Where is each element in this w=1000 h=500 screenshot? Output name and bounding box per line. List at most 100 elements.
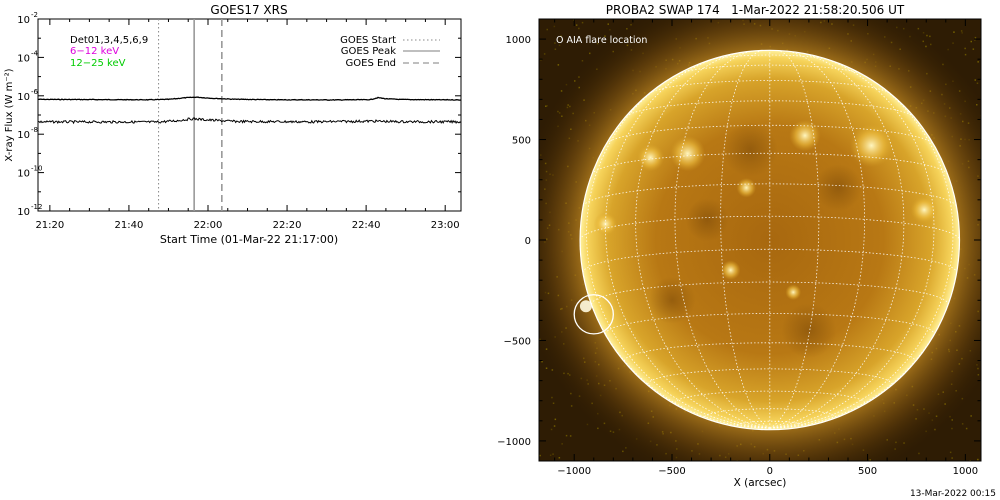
goes-event-markers (158, 19, 223, 211)
noise-speck (545, 105, 547, 107)
noise-speck (581, 21, 584, 24)
noise-speck (550, 428, 553, 431)
noise-speck (964, 47, 966, 50)
noise-speck (549, 454, 552, 456)
noise-speck (554, 418, 557, 421)
noise-speck (557, 64, 560, 66)
swap-y-tick-label: 1000 (506, 35, 531, 46)
swap-x-tick-label: 500 (858, 466, 877, 477)
dark-region (814, 164, 862, 212)
noise-speck (970, 415, 972, 417)
active-region (785, 284, 802, 301)
active-region (910, 196, 938, 224)
noise-speck (554, 48, 557, 50)
goes-y-tick-label: 10 (17, 207, 30, 218)
footer-timestamp: 13-Mar-2022 00:15 (910, 489, 996, 499)
noise-speck (961, 32, 963, 34)
dark-region (648, 276, 696, 324)
grid-parallel (649, 80, 891, 94)
grid-parallel (624, 342, 916, 362)
goes-x-tick-label: 22:20 (273, 220, 302, 231)
swap-y-tick-label: 500 (512, 136, 531, 147)
noise-speck (551, 396, 553, 399)
goes-y-tick-label: 10 (17, 169, 30, 180)
grid-parallel (678, 64, 862, 75)
grid-meridian (769, 54, 935, 429)
swap-x-tick-label: −1000 (557, 466, 591, 477)
noise-speck (581, 60, 584, 62)
noise-speck (545, 367, 548, 369)
grid-parallel (582, 183, 957, 207)
heliographic-grid (579, 50, 960, 429)
noise-speck (960, 30, 963, 32)
aia-flare-location-marker (573, 294, 614, 335)
goes-y-tick-exponent: -8 (31, 126, 38, 134)
dark-region (722, 122, 778, 177)
swap-x-axis: −1000 −500 0 500 1000 (554, 19, 978, 477)
noise-speck (970, 40, 972, 43)
goes-y-tick-exponent: -6 (31, 88, 39, 96)
flare-brightening (579, 300, 592, 313)
noise-speck (569, 435, 572, 437)
noise-speck (929, 35, 931, 38)
legend-6-12-kev: 6−12 keV (70, 46, 119, 57)
goes-y-tick-label: 10 (17, 15, 30, 26)
solar-limb (579, 49, 961, 431)
goes-y-tick-exponent: -4 (31, 49, 39, 57)
legend-goes-start: GOES Start (340, 35, 396, 46)
swap-x-axis-label: X (arcsec) (734, 477, 787, 489)
swap-y-tick-label: −500 (504, 336, 531, 347)
swap-x-tick-label: 1000 (953, 466, 978, 477)
swap-x-tick-label: 0 (767, 466, 773, 477)
legend-goes-peak: GOES Peak (341, 46, 396, 57)
noise-speck (570, 405, 573, 407)
noise-speck (951, 427, 953, 430)
goes-series-group (38, 96, 461, 125)
active-region (849, 124, 893, 168)
noise-speck (553, 25, 556, 28)
noise-speck (953, 31, 955, 33)
goes-x-axis: 21:20 21:40 22:00 22:20 22:40 23:00 (35, 19, 460, 231)
noise-speck (589, 52, 591, 55)
noise-speck (546, 105, 548, 107)
noise-speck (952, 42, 954, 44)
grid-meridian (635, 52, 770, 429)
noise-speck (560, 35, 562, 37)
noise-speck (977, 458, 979, 461)
goes-flux-series-1 (38, 117, 461, 125)
solar-features (579, 119, 938, 358)
noise-speck (922, 32, 925, 34)
noise-speck (596, 42, 599, 45)
solar-disk (580, 50, 960, 430)
swap-image: O AIA flare location (539, 19, 981, 461)
grid-meridian (769, 52, 905, 429)
noise-speck (976, 82, 979, 84)
noise-speck (947, 48, 949, 51)
noise-speck (974, 36, 977, 39)
goes-y-tick-exponent: -12 (31, 203, 42, 211)
noise-speck (578, 27, 580, 30)
noise-speck (539, 454, 541, 457)
grid-meridian (769, 50, 866, 429)
noise-speck (926, 34, 928, 37)
noise-speck (552, 402, 555, 404)
goes-y-tick-label: 10 (17, 92, 30, 103)
noise-speck (974, 79, 976, 81)
goes-y-tick-exponent: -2 (31, 11, 38, 19)
grid-meridian (579, 239, 770, 429)
active-region (736, 177, 757, 198)
legend-detectors: Det01,3,4,5,6,9 (70, 35, 148, 46)
noise-speck (972, 48, 975, 50)
noise-speck (541, 360, 543, 363)
goes-y-axis-label: X-ray Flux (W m⁻²) (4, 68, 15, 161)
active-region (670, 136, 706, 172)
noise-speck (558, 457, 561, 459)
goes-flux-series-0 (38, 96, 461, 101)
noise-speck (949, 451, 952, 454)
swap-image-panel: PROBA2 SWAP 174 1-Mar-2022 21:58:20.506 … (497, 3, 982, 489)
goes-y-tick-label: 10 (17, 130, 30, 141)
noise-speck (540, 59, 542, 61)
noise-speck (575, 24, 578, 26)
